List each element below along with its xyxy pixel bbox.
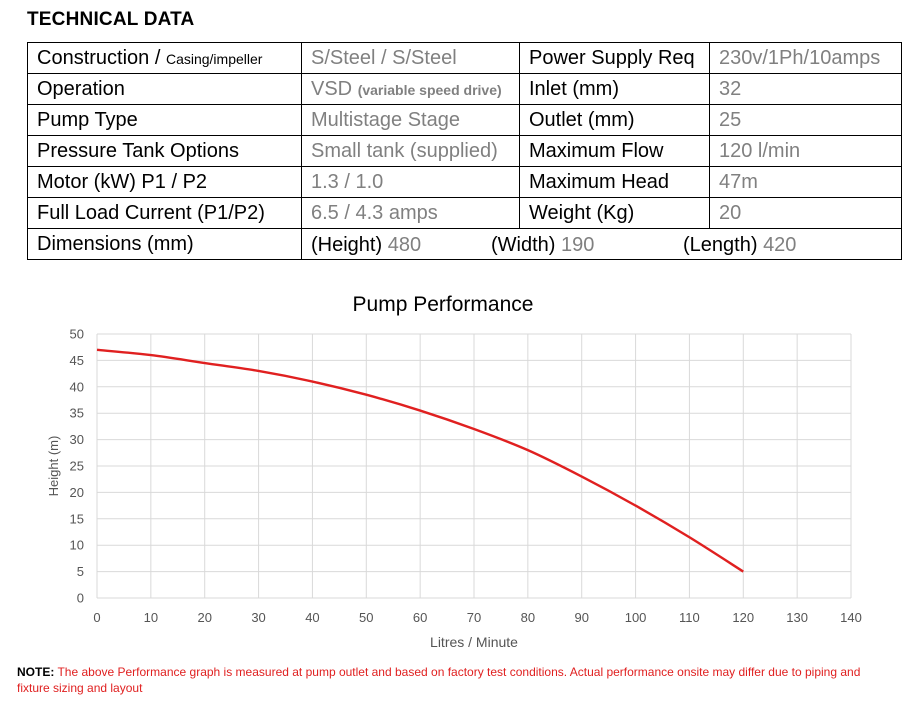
- y-tick-label: 20: [70, 485, 84, 500]
- data-point: [688, 536, 690, 538]
- y-tick-label: 35: [70, 406, 84, 421]
- dim-height: (Height) 480: [311, 234, 422, 256]
- spec-value-weight: 20: [709, 197, 902, 229]
- chart-title: Pump Performance: [352, 293, 534, 316]
- chart-series: [96, 348, 744, 573]
- spec-row-pressure-tank: Pressure Tank Options Small tank (suppli…: [27, 135, 902, 167]
- section-title: TECHNICAL DATA: [27, 9, 195, 30]
- data-point: [257, 370, 259, 372]
- x-tick-label: 40: [305, 610, 319, 625]
- x-tick-label: 140: [840, 610, 862, 625]
- spec-label-construction: Construction / Casing/impeller: [27, 42, 302, 74]
- spec-value-pressure-tank: Small tank (supplied): [301, 135, 520, 167]
- x-tick-label: 60: [413, 610, 427, 625]
- spec-label-operation: Operation: [27, 73, 302, 105]
- performance-note: NOTE: The above Performance graph is mea…: [17, 665, 861, 695]
- x-tick-label: 130: [786, 610, 808, 625]
- spec-row-pump-type: Pump Type Multistage Stage Outlet (mm) 2…: [27, 104, 902, 136]
- y-tick-label: 50: [70, 327, 84, 342]
- y-tick-label: 25: [70, 459, 84, 474]
- x-tick-label: 20: [197, 610, 211, 625]
- x-tick-label: 50: [359, 610, 373, 625]
- spec-label-max-head: Maximum Head: [519, 166, 710, 198]
- series-line-pump-curve: [96, 348, 744, 573]
- spec-value-dimensions: (Height) 480 (Width) 190 (Length) 420: [301, 228, 902, 260]
- y-tick-label: 10: [70, 538, 84, 553]
- y-tick-label: 15: [70, 511, 84, 526]
- spec-value-operation: VSD (variable speed drive): [301, 73, 520, 105]
- data-point: [742, 570, 744, 572]
- data-point: [527, 449, 529, 451]
- spec-value-inlet: 32: [709, 73, 902, 105]
- x-tick-label: 30: [251, 610, 265, 625]
- y-tick-labels: 0 5 10 15 20 25 30 35 40 45 50: [70, 327, 84, 606]
- data-point: [96, 349, 98, 351]
- y-tick-label: 0: [77, 591, 84, 606]
- spec-value-outlet: 25: [709, 104, 902, 136]
- x-tick-label: 80: [521, 610, 535, 625]
- data-point: [204, 362, 206, 364]
- spec-value-power-supply: 230v/1Ph/10amps: [709, 42, 902, 74]
- y-axis-label: Height (m): [46, 436, 61, 497]
- x-tick-label: 110: [679, 610, 700, 625]
- spec-value-full-load-current: 6.5 / 4.3 amps: [301, 197, 520, 229]
- data-point: [634, 504, 636, 506]
- spec-row-construction: Construction / Casing/impeller S/Steel /…: [27, 42, 902, 74]
- dim-length: (Length) 420: [683, 234, 797, 256]
- data-point: [150, 354, 152, 356]
- y-tick-label: 5: [77, 564, 84, 579]
- data-point: [581, 475, 583, 477]
- spec-label-outlet: Outlet (mm): [519, 104, 710, 136]
- spec-row-operation: Operation VSD (variable speed drive) Inl…: [27, 73, 902, 105]
- x-tick-label: 10: [144, 610, 158, 625]
- pump-performance-chart: 0 5 10 15 20 25 30 35 40 45 50 0 10 20 30 40 50 60 70 80 90…: [46, 327, 862, 651]
- spec-label-max-flow: Maximum Flow: [519, 135, 710, 167]
- spec-value-max-head: 47m: [709, 166, 902, 198]
- spec-row-full-load-current: Full Load Current (P1/P2) 6.5 / 4.3 amps…: [27, 197, 902, 229]
- chart-grid: [96, 333, 852, 599]
- x-tick-label: 90: [574, 610, 588, 625]
- spec-label-dimensions: Dimensions (mm): [27, 228, 302, 260]
- spec-label-pump-type: Pump Type: [27, 104, 302, 136]
- spec-value-construction: S/Steel / S/Steel: [301, 42, 520, 74]
- x-tick-label: 120: [732, 610, 754, 625]
- x-axis-label: Litres / Minute: [430, 634, 518, 650]
- x-tick-label: 0: [93, 610, 100, 625]
- y-tick-label: 30: [70, 432, 84, 447]
- spec-value-max-flow: 120 l/min: [709, 135, 902, 167]
- data-point: [419, 409, 421, 411]
- y-tick-label: 45: [70, 353, 84, 368]
- spec-row-dimensions: Dimensions (mm) (Height) 480 (Width) 190…: [27, 228, 902, 260]
- technical-data-table: Construction / Casing/impeller S/Steel /…: [27, 42, 902, 260]
- spec-value-pump-type: Multistage Stage: [301, 104, 520, 136]
- dim-width: (Width) 190: [491, 234, 595, 256]
- spec-label-inlet: Inlet (mm): [519, 73, 710, 105]
- spec-label-weight: Weight (Kg): [519, 197, 710, 229]
- spec-label-pressure-tank: Pressure Tank Options: [27, 135, 302, 167]
- spec-value-motor: 1.3 / 1.0: [301, 166, 520, 198]
- spec-label-power-supply: Power Supply Req: [519, 42, 710, 74]
- data-point: [311, 380, 313, 382]
- spec-row-motor: Motor (kW) P1 / P2 1.3 / 1.0 Maximum Hea…: [27, 166, 902, 198]
- x-tick-labels: 0 10 20 30 40 50 60 70 80 90 100 110 120 130 140: [93, 610, 861, 625]
- y-tick-label: 40: [70, 379, 84, 394]
- spec-label-motor: Motor (kW) P1 / P2: [27, 166, 302, 198]
- spec-label-full-load-current: Full Load Current (P1/P2): [27, 197, 302, 229]
- data-point: [473, 428, 475, 430]
- x-tick-label: 100: [625, 610, 647, 625]
- x-tick-label: 70: [467, 610, 481, 625]
- data-point: [365, 394, 367, 396]
